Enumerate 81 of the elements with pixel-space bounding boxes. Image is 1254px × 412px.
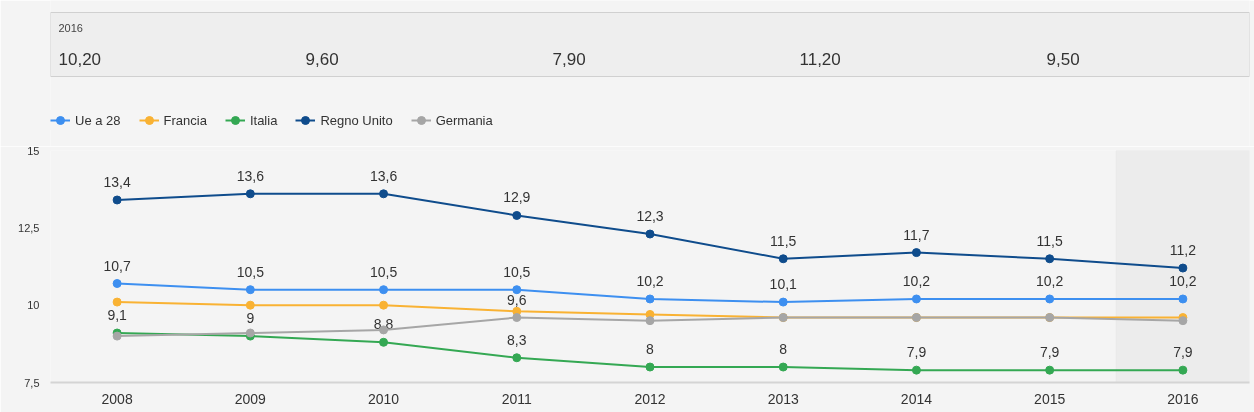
text: 9,60 [305, 49, 339, 69]
point [911, 365, 921, 375]
data-label: 7,9 [1039, 344, 1060, 361]
point [512, 353, 522, 363]
legend-label: Regno Unito [320, 112, 393, 128]
data-label: 8,3 [507, 331, 527, 348]
point [112, 195, 122, 205]
text: 11,20 [799, 49, 841, 69]
point [778, 297, 788, 307]
data-label: 10,2 [1036, 272, 1064, 289]
point [645, 362, 655, 372]
point [245, 285, 255, 295]
data-label: 13,6 [369, 167, 398, 184]
data-label: 12,9 [503, 189, 531, 206]
data-label: 8 [779, 341, 788, 358]
y-tick-label: 15 [27, 144, 40, 157]
legend-label: Italia [249, 112, 278, 128]
data-label: 10,2 [902, 272, 931, 289]
point [778, 362, 788, 372]
point [379, 189, 389, 199]
y-tick-label: 7,5 [24, 376, 40, 389]
text: 2016 [58, 21, 83, 34]
x-tick-label: 2014 [900, 390, 933, 407]
point [245, 300, 255, 310]
data-label: 11,2 [1169, 242, 1197, 259]
x-tick-label: 2009 [234, 390, 267, 407]
x-tick-label: 2016 [1167, 390, 1199, 407]
data-label: 10,1 [769, 276, 798, 293]
data-label: 9 [246, 310, 255, 327]
data-label: 10,7 [103, 257, 131, 274]
point [245, 189, 255, 199]
x-tick-label: 2015 [1034, 390, 1066, 407]
data-label: 9,1 [107, 307, 128, 324]
point [112, 297, 122, 307]
data-label: 11,7 [903, 226, 930, 243]
point [512, 210, 522, 220]
data-label: 13,4 [103, 173, 131, 190]
data-label: 10,5 [503, 263, 531, 280]
legend-label: Ue a 28 [75, 112, 121, 128]
data-label: 12,3 [636, 208, 664, 225]
data-label: 7,9 [1173, 344, 1193, 361]
x-tick-label: 2012 [634, 390, 666, 407]
text: 9,50 [1046, 49, 1080, 69]
point [1178, 365, 1188, 375]
point [645, 294, 655, 304]
x-tick-label: 2008 [101, 390, 133, 407]
data-label: 10,5 [369, 263, 398, 280]
point [1045, 365, 1055, 375]
data-label: 7,9 [906, 344, 927, 361]
point [1178, 294, 1188, 304]
data-label: 10,5 [236, 263, 265, 280]
data-label: 8 [646, 341, 655, 358]
legend-label: Germania [435, 112, 493, 128]
point [379, 285, 389, 295]
point [512, 313, 522, 323]
point [645, 316, 655, 326]
data-label: 11,5 [1036, 232, 1063, 249]
data-label: 13,6 [236, 167, 265, 184]
data-label: 9,6 [507, 291, 527, 308]
point [911, 294, 921, 304]
x-tick-label: 2010 [367, 390, 400, 407]
x-tick-label: 2013 [767, 390, 800, 407]
point [645, 229, 655, 239]
point [379, 337, 389, 347]
point [1045, 254, 1055, 264]
text: 10,20 [58, 49, 102, 69]
x-tick-label: 2011 [501, 390, 533, 407]
data-label: 10,2 [636, 272, 664, 289]
point [911, 248, 921, 258]
y-tick-label: 12,5 [18, 221, 40, 234]
point [512, 285, 522, 295]
data-label: 10,2 [1169, 272, 1197, 289]
legend-label: Francia [163, 112, 207, 128]
y-tick-label: 10 [27, 299, 40, 312]
point [778, 254, 788, 264]
data-label: 11,5 [770, 232, 797, 249]
text: 7,90 [552, 49, 586, 69]
point [379, 300, 389, 310]
point [1045, 294, 1055, 304]
point [112, 279, 122, 289]
point [1178, 263, 1188, 273]
